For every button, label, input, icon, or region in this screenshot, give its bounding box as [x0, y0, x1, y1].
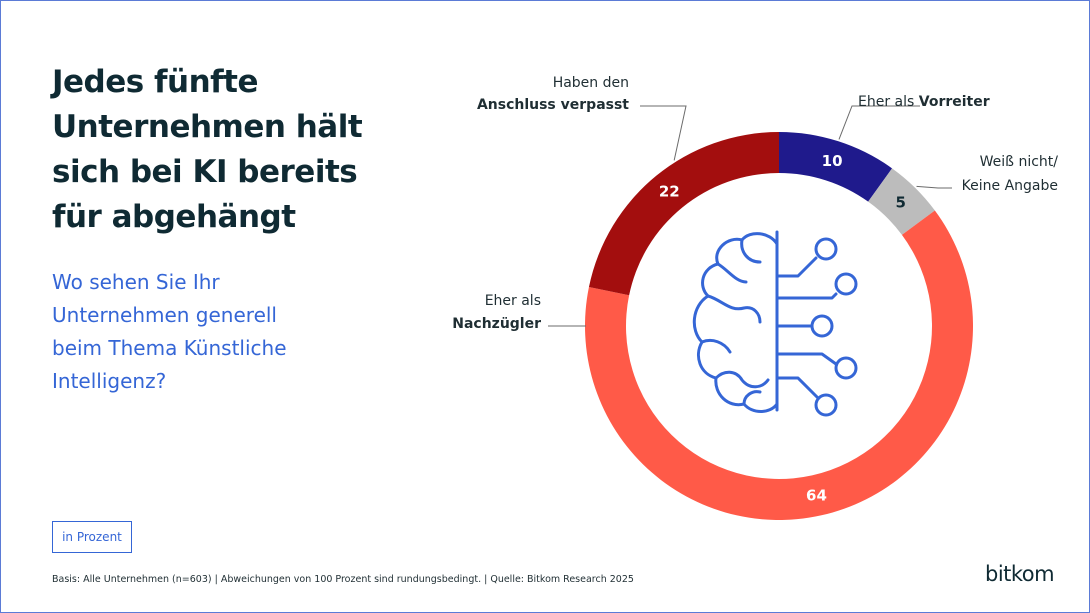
label-weiss-nicht-line1: Weiß nicht/	[980, 154, 1059, 170]
title-line: sich bei KI bereits	[52, 154, 358, 190]
value-label-nachzuegler: 64	[806, 486, 827, 504]
title-line: Jedes fünfte	[52, 64, 258, 100]
source-footnote: Basis: Alle Unternehmen (n=603) | Abweic…	[52, 574, 634, 585]
brain-circuit-icon	[692, 230, 858, 417]
value-label-vorreiter: 10	[822, 152, 843, 170]
slice-verpasst	[588, 132, 779, 296]
leader-verpasst	[640, 105, 687, 161]
question-line: Unternehmen generell	[52, 303, 277, 327]
leader-vorreiter	[838, 105, 920, 140]
label-nachzuegler-line1: Eher als	[485, 293, 541, 309]
slice-weiss_nicht	[868, 168, 935, 235]
label-vorreiter: Eher als Vorreiter	[858, 94, 990, 110]
question-line: Wo sehen Sie Ihr	[52, 270, 220, 294]
label-verpasst-line1: Haben den	[553, 75, 629, 91]
label-verpasst-line2: Anschluss verpasst	[477, 97, 629, 113]
title-line: Unternehmen hält	[52, 109, 363, 145]
question-line: Intelligenz?	[52, 369, 167, 393]
unit-badge: in Prozent	[52, 521, 132, 553]
leader-weiss-nicht	[916, 185, 952, 189]
label-nachzuegler-line2: Nachzügler	[452, 316, 541, 332]
value-label-verpasst: 22	[659, 183, 680, 201]
label-weiss-nicht-line2: Keine Angabe	[962, 178, 1058, 194]
donut-slices: 10 5 64 22	[584, 132, 973, 521]
question-line: beim Thema Künstliche	[52, 336, 287, 360]
slice-nachzuegler	[584, 210, 973, 521]
leader-lines	[548, 105, 952, 327]
title-line: für abgehängt	[52, 199, 296, 235]
survey-question: Wo sehen Sie Ihr Unternehmen generell be…	[52, 266, 352, 398]
brand-logo: bitkom	[985, 562, 1055, 586]
value-label-weiss_nicht: 5	[896, 193, 906, 211]
slice-vorreiter	[779, 132, 893, 202]
chart-title: Jedes fünfte Unternehmen hält sich bei K…	[52, 60, 412, 240]
